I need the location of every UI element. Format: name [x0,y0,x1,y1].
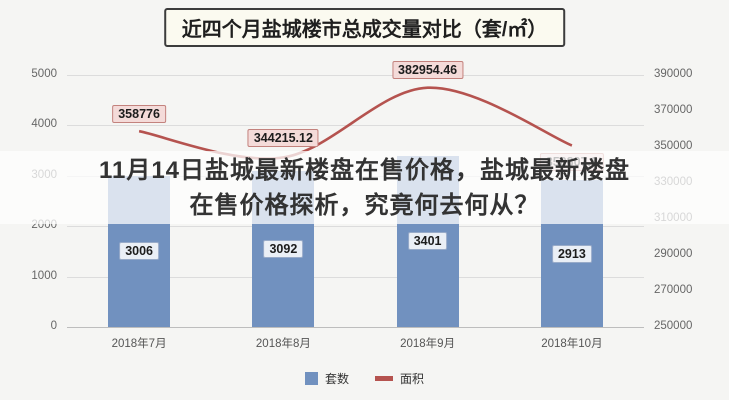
left-axis-tick: 5000 [31,68,57,80]
gridline [67,125,644,127]
right-axis-tick: 370000 [654,104,693,116]
legend-label-area: 面积 [400,372,425,386]
right-axis-tick: 390000 [654,68,693,80]
right-axis-tick: 250000 [654,320,693,332]
x-axis-label: 2018年10月 [541,338,603,350]
headline-line-2: 在售价格探析，究竟何去何从？ [189,191,540,219]
x-axis-label: 2018年7月 [111,338,167,350]
chart-title: 近四个月盐城楼市总成交量对比（套/㎡） [163,8,566,47]
right-axis-tick: 350000 [654,140,693,152]
legend-item-units: 套数 [304,370,349,387]
right-axis-tick: 290000 [654,248,693,260]
gridline [67,226,644,228]
headline-line-1: 11月14日盐城最新楼盘在售价格，盐城最新楼盘 [98,156,631,184]
units-swatch-icon [304,372,318,385]
left-axis-tick: 1000 [31,269,57,282]
x-axis-line [67,327,644,328]
legend-item-area: 面积 [375,370,424,387]
right-axis-tick: 270000 [654,284,693,296]
gridline [67,75,644,76]
left-axis-tick: 4000 [31,118,57,131]
legend-label-units: 套数 [324,372,349,386]
gridline [67,276,644,278]
x-axis-label: 2018年9月 [400,338,456,350]
x-axis-label: 2018年8月 [255,338,311,350]
area-swatch-icon [375,376,393,381]
headline-overlay: 11月14日盐城最新楼盘在售价格，盐城最新楼盘 在售价格探析，究竟何去何从？ [0,151,729,224]
left-axis-tick: 0 [50,320,57,332]
legend: 套数 面积 [0,370,729,387]
